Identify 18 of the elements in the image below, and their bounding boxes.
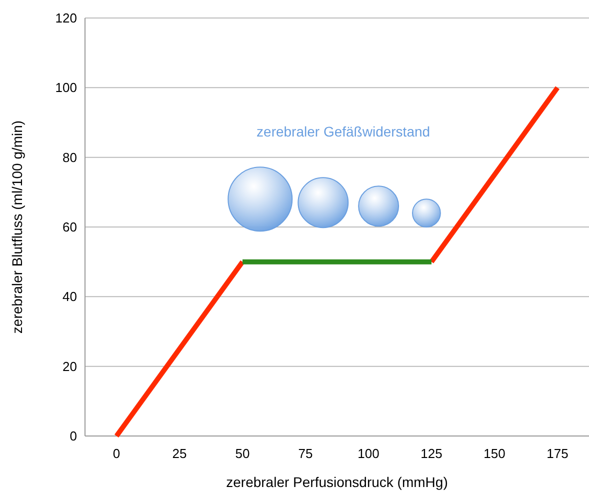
x-tick-label: 125	[420, 446, 442, 461]
y-tick-label: 40	[62, 289, 77, 304]
annotation: zerebraler Gefäßwiderstand	[256, 123, 430, 140]
y-tick-label: 20	[62, 358, 77, 374]
y-tick-label: 0	[70, 428, 77, 444]
y-tick-label: 100	[55, 80, 77, 96]
y-tick-label: 120	[55, 10, 77, 26]
y-axis-title: zerebraler Blutfluss (ml/100 g/min)	[9, 120, 25, 334]
x-tick-label: 75	[298, 446, 313, 461]
x-tick-label: 175	[546, 446, 568, 461]
x-tick-label: 100	[358, 446, 380, 461]
x-tick-label: 0	[112, 446, 120, 461]
x-tick-label: 50	[235, 446, 250, 461]
x-tick-label: 25	[172, 446, 187, 461]
y-tick-label: 60	[62, 220, 77, 235]
x-axis-title: zerebraler Perfusionsdruck (mmHg)	[226, 474, 448, 490]
x-tick-label: 150	[484, 446, 506, 461]
y-tick-label: 80	[62, 150, 77, 165]
